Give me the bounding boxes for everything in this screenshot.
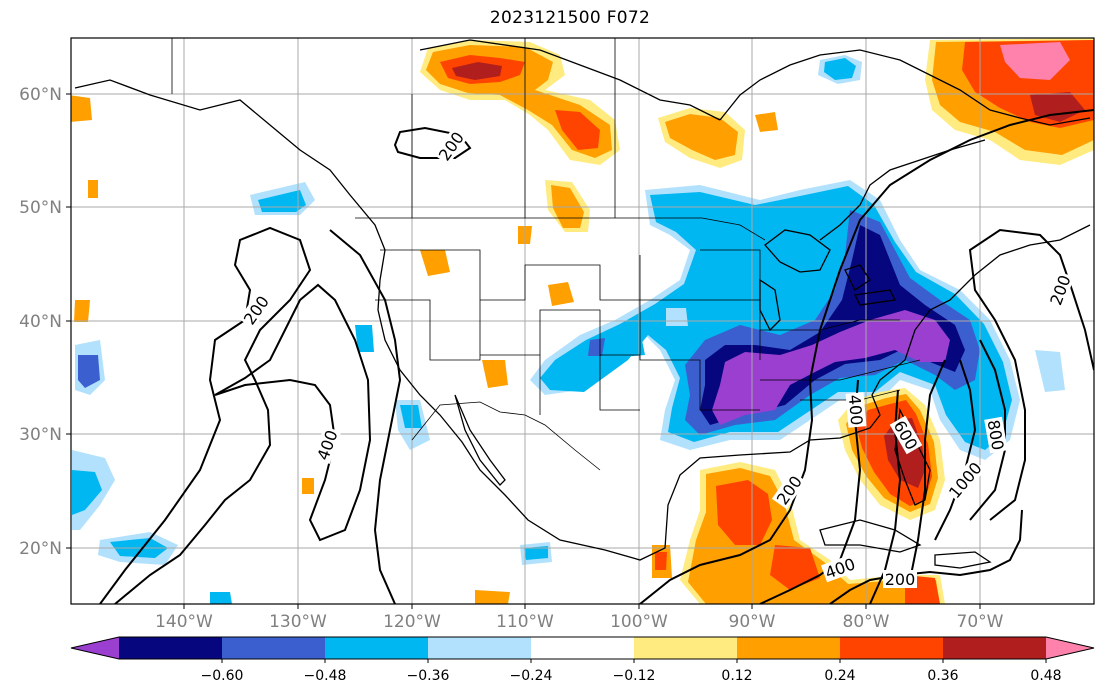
colorbar-segment: [71, 637, 119, 659]
colorbar: [70, 636, 1095, 660]
contour-label: 200: [885, 570, 916, 589]
lat-label: 20°N: [19, 539, 62, 559]
colorbar-segment: [634, 637, 738, 659]
contour-lines: [99, 109, 1094, 604]
colorbar-segment: [943, 637, 1047, 659]
colorbar-tick-label: 0.48: [1030, 668, 1061, 684]
coastlines: [74, 39, 1091, 569]
colorbar-segment: [840, 637, 944, 659]
graticule: [71, 38, 1094, 604]
map-plot-area: 200 200 400 400 200 600 800 1000 200 400…: [71, 38, 1094, 604]
lat-label: 30°N: [19, 425, 62, 445]
colorbar-tick-labels: −0.60 −0.48 −0.36 −0.24 −0.12 0.12 0.24 0.36 0.4…: [201, 659, 1062, 684]
lat-label: 50°N: [19, 198, 62, 218]
colorbar-tick-label: −0.48: [304, 668, 347, 684]
colorbar-tick-label: 0.24: [824, 668, 855, 684]
colorbar-tick-label: −0.60: [201, 668, 244, 684]
lat-label: 40°N: [19, 312, 62, 332]
colorbar-segment: [119, 637, 223, 659]
map-title: 2023121500 F072: [489, 8, 651, 28]
lon-label: 70°W: [957, 612, 1004, 632]
axis-ticks: [66, 93, 981, 609]
latitude-labels: 60°N 50°N 40°N 30°N 20°N: [19, 85, 62, 559]
contour-label: 400: [845, 394, 867, 426]
colorbar-segment: [222, 637, 326, 659]
colorbar-tick-label: −0.24: [510, 668, 553, 684]
lon-label: 130°W: [269, 612, 327, 632]
colorbar-segment: [737, 637, 841, 659]
colorbar-segment: [531, 637, 635, 659]
lon-label: 120°W: [383, 612, 441, 632]
colorbar-tick-label: −0.36: [407, 668, 450, 684]
lat-label: 60°N: [19, 85, 62, 105]
colorbar-outline: [70, 636, 1095, 660]
lon-label: 90°W: [729, 612, 776, 632]
lon-label: 110°W: [496, 612, 554, 632]
lon-label: 100°W: [610, 612, 668, 632]
colorbar-tick-label: 0.36: [927, 668, 958, 684]
lon-label: 80°W: [843, 612, 890, 632]
colorbar-tick-label: −0.12: [613, 668, 656, 684]
colorbar-segment: [428, 637, 532, 659]
colorbar-tick-label: 0.12: [721, 668, 752, 684]
colorbar-segment: [325, 637, 429, 659]
colorbar-segment: [1046, 637, 1094, 659]
lon-label: 140°W: [155, 612, 213, 632]
longitude-labels: 140°W 130°W 120°W 110°W 100°W 90°W 80°W …: [155, 612, 1004, 632]
